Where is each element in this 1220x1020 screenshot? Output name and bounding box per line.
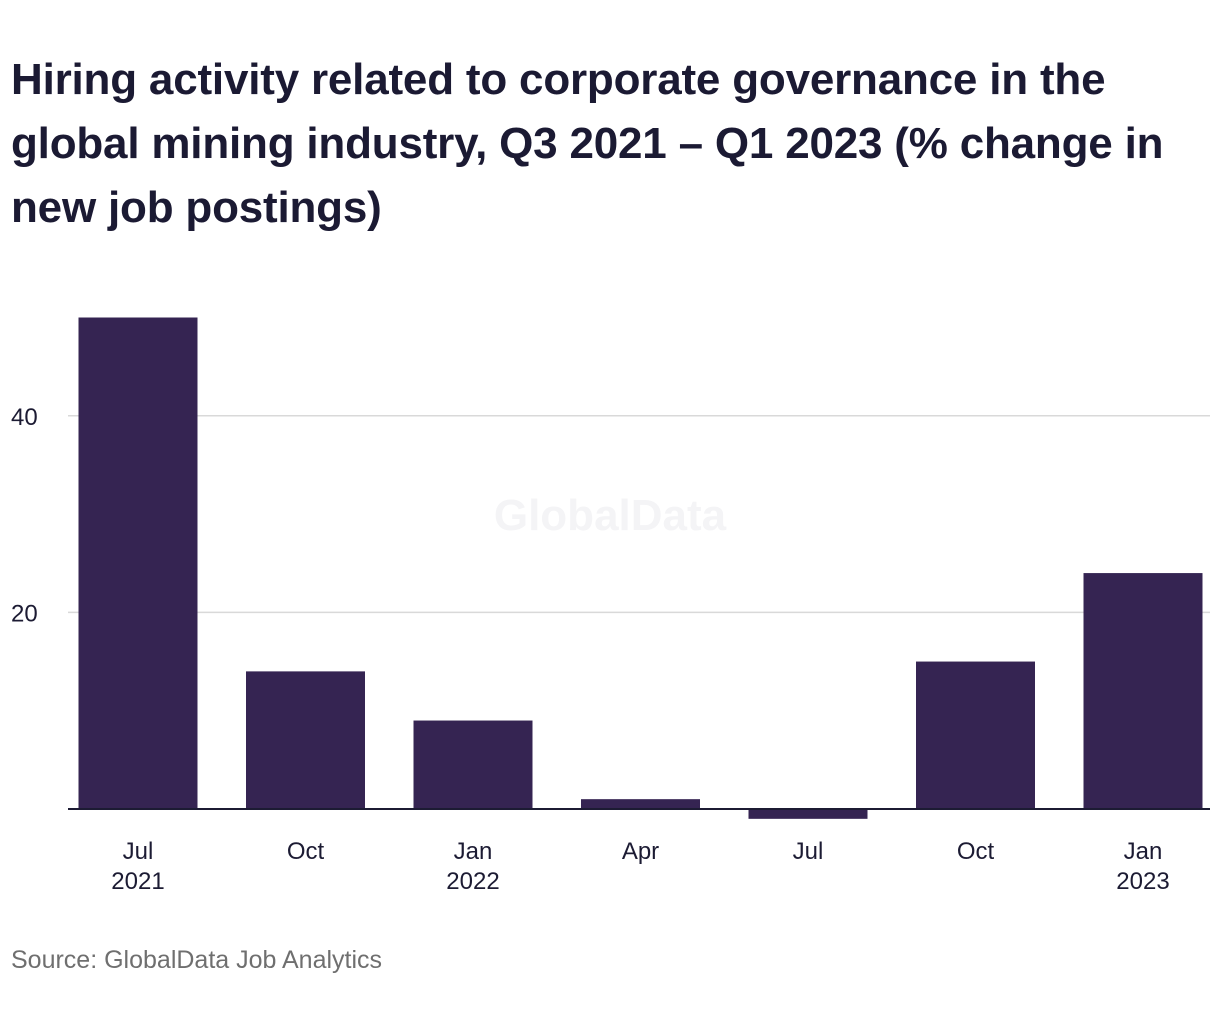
bars bbox=[78, 317, 1203, 819]
gridlines bbox=[68, 415, 1210, 614]
x-axis-labels: Jul 2021 Oct Jan 2022 Apr Jul Oct Jan 2023 bbox=[111, 838, 1169, 895]
source-note: Source: GlobalData Job Analytics bbox=[11, 946, 383, 974]
watermark-logo: GlobalData bbox=[494, 491, 727, 540]
bar bbox=[581, 799, 700, 809]
y-tick-label: 20 bbox=[11, 600, 38, 627]
bar bbox=[1083, 573, 1203, 809]
bar bbox=[748, 809, 868, 819]
x-tick-label: Oct bbox=[957, 838, 995, 865]
x-tick-label: Jul bbox=[793, 838, 824, 865]
x-tick-label: Jan bbox=[454, 838, 493, 865]
x-tick-year-label: 2022 bbox=[446, 868, 499, 895]
bar bbox=[413, 720, 533, 809]
x-tick-label: Oct bbox=[287, 838, 325, 865]
x-tick-label: Apr bbox=[622, 838, 659, 865]
chart-title: Hiring activity related to corporate gov… bbox=[11, 55, 1164, 232]
x-tick-year-label: 2021 bbox=[111, 868, 164, 895]
y-tick-label: 40 bbox=[11, 404, 38, 431]
x-tick-label: Jan bbox=[1124, 838, 1163, 865]
bar bbox=[916, 661, 1035, 809]
bar bbox=[78, 317, 198, 809]
x-tick-label: Jul bbox=[123, 838, 154, 865]
bar bbox=[246, 671, 365, 809]
x-tick-year-label: 2023 bbox=[1116, 868, 1169, 895]
